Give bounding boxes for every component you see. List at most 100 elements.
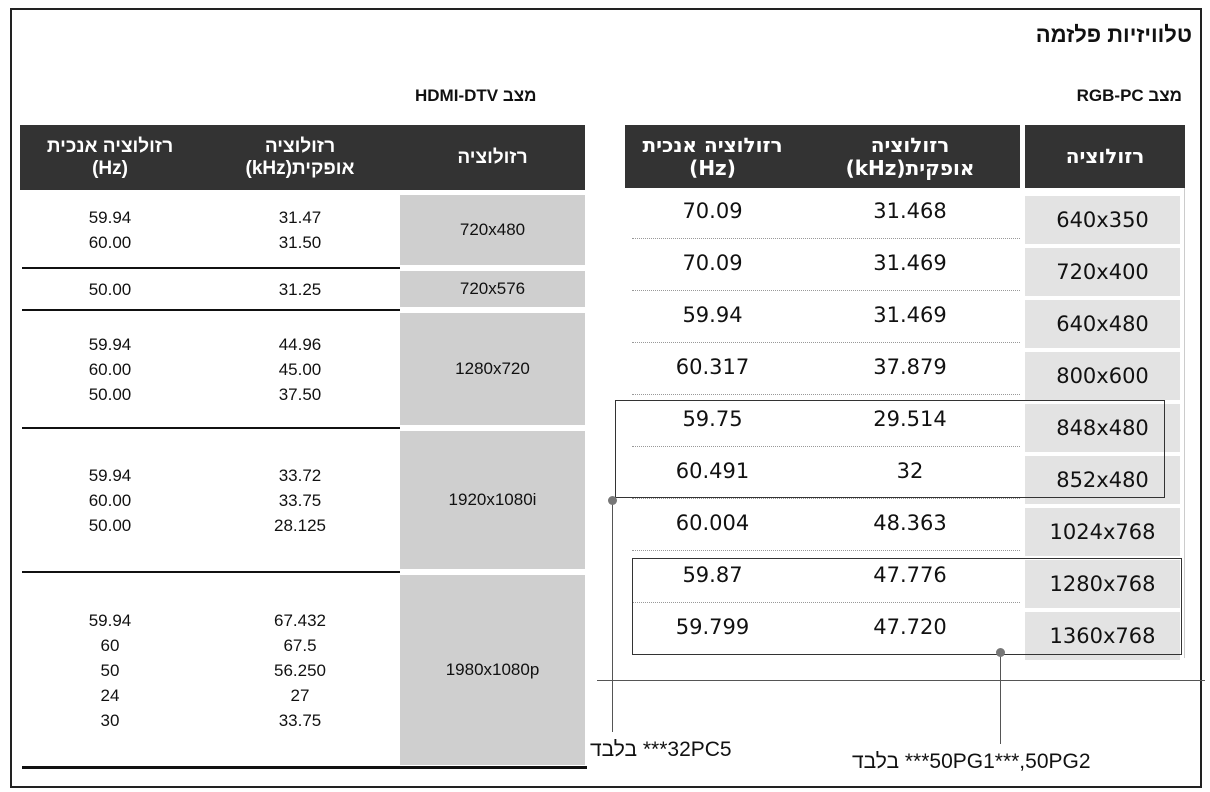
cell-text: רזולוציה xyxy=(264,135,336,157)
cell-text: 32 xyxy=(896,459,924,483)
cell-text: 60.00 xyxy=(88,233,132,252)
cell-text: 1280x720 xyxy=(455,359,530,378)
cell-text: 50.00 xyxy=(88,279,132,299)
cell-text: 45.00 xyxy=(278,359,322,379)
row-divider xyxy=(632,602,1020,603)
horizontal-cell: 33.72 33.75 28.125 xyxy=(200,428,400,572)
row-divider xyxy=(632,550,1020,551)
cell-text: 56.250 xyxy=(274,660,326,680)
horizontal-cell: 29.514 xyxy=(800,398,1020,440)
cell-text: 720x480 xyxy=(459,220,526,239)
resolution-cell: 640x350 xyxy=(1025,196,1180,244)
header-cell: רזולוציה xyxy=(1025,125,1185,188)
cell-text: 47.720 xyxy=(873,615,947,639)
resolution-cell: 720x480 xyxy=(400,195,585,265)
vertical-cell: 70.09 xyxy=(625,242,800,284)
header-cell: רזולוציה אנכית (Hz) xyxy=(625,125,800,188)
cell-text: 59.94 xyxy=(682,303,743,327)
horizontal-cell: 37.879 xyxy=(800,346,1020,388)
cell-text: 31.25 xyxy=(278,279,322,299)
cell-text: 29.514 xyxy=(873,407,947,431)
vertical-cell: 60.491 xyxy=(625,450,800,492)
cell-text: 33.75 xyxy=(278,490,322,510)
vertical-cell: 59.94 xyxy=(625,294,800,336)
cell-text: 852x480 xyxy=(1056,468,1149,492)
resolution-cell: 1024x768 xyxy=(1025,508,1180,556)
cell-text: 1920x1080i xyxy=(448,490,537,509)
row-divider xyxy=(632,290,1020,291)
connector xyxy=(1000,652,1001,744)
cell-text: 59.94 xyxy=(88,465,132,485)
horizontal-cell: 48.363 xyxy=(800,502,1020,544)
cell-text: 59.75 xyxy=(682,407,743,431)
cell-text: 59.87 xyxy=(682,563,743,587)
cell-text: 31.469 xyxy=(873,303,947,327)
horizontal-cell: 47.776 xyxy=(800,554,1020,596)
vertical-cell: 59.94 60.00 50.00 xyxy=(20,428,200,572)
cell-text: 70.09 xyxy=(682,251,743,275)
group-box xyxy=(632,558,1182,655)
cell-text: 31.469 xyxy=(873,251,947,275)
cell-text: 50.00 xyxy=(88,515,132,535)
frame xyxy=(10,8,1202,788)
rgb-caption: מצב RGB-PC xyxy=(1076,86,1182,105)
dot xyxy=(996,648,1005,657)
cell-text: 720x400 xyxy=(1056,260,1149,284)
header-cell: רזולוציה אופקית(kHz) xyxy=(200,125,400,190)
cell-text: 59.94 xyxy=(88,610,132,630)
row-divider xyxy=(632,394,1020,395)
cell-text: 67.432 xyxy=(274,610,326,630)
vertical-cell: 59.87 xyxy=(625,554,800,596)
cell-text: (Hz) xyxy=(92,157,128,179)
horizontal-cell: 47.720 xyxy=(800,606,1020,648)
right-edge xyxy=(1184,188,1185,658)
cell-text: 59.94 xyxy=(88,208,132,227)
cell-text: 31.50 xyxy=(278,233,322,252)
cell-text: 1024x768 xyxy=(1049,520,1156,544)
separator xyxy=(22,309,400,311)
cell-text: 28.125 xyxy=(274,515,326,535)
cell-text: 59.94 xyxy=(88,334,132,354)
cell-text: רזולוציה xyxy=(1065,144,1145,168)
cell-text: 60 xyxy=(100,635,120,655)
note: 50PG1***,50PG2*** בלבד xyxy=(852,750,1091,773)
cell-text: אופקית(kHz) xyxy=(845,155,975,180)
cell-text: 31.47 xyxy=(278,208,322,227)
connector xyxy=(612,500,613,732)
cell-text: 640x350 xyxy=(1056,208,1149,232)
resolution-cell: 720x576 xyxy=(400,271,585,307)
cell-text: 1360x768 xyxy=(1049,624,1156,648)
cell-text: 67.5 xyxy=(283,635,317,655)
resolution-cell: 848x480 xyxy=(1025,404,1180,452)
cell-text: 31.468 xyxy=(873,199,947,223)
separator xyxy=(22,267,400,269)
dot xyxy=(608,496,617,505)
cell-text: 27 xyxy=(290,685,310,705)
cell-text: (Hz) xyxy=(689,155,736,180)
cell-text: 48.363 xyxy=(873,511,947,535)
vertical-cell: 59.75 xyxy=(625,398,800,440)
resolution-cell: 720x400 xyxy=(1025,248,1180,296)
separator xyxy=(22,427,400,429)
horizontal-cell: 31.47 31.50 xyxy=(200,192,400,268)
vertical-cell: 50.00 xyxy=(20,268,200,310)
horizontal-cell: 31.468 xyxy=(800,190,1020,232)
vertical-cell: 60.004 xyxy=(625,502,800,544)
cell-text: 60.004 xyxy=(675,511,750,535)
header-cell: רזולוציה אופקית(kHz) xyxy=(800,125,1020,188)
hdmi-caption: מצב HDMI-DTV xyxy=(415,86,537,105)
horizontal-cell: 44.96 45.00 37.50 xyxy=(200,310,400,428)
cell-text: רזולוציה אנכית xyxy=(642,132,783,157)
vertical-cell: 59.94 60.00 xyxy=(20,192,200,268)
cell-text: 60.317 xyxy=(675,355,750,379)
horizontal-cell: 31.469 xyxy=(800,294,1020,336)
cell-text: 30 xyxy=(100,710,120,730)
cell-text: 50 xyxy=(100,660,120,680)
horizontal-cell: 31.469 xyxy=(800,242,1020,284)
cell-text: 37.50 xyxy=(278,384,322,404)
resolution-cell: 852x480 xyxy=(1025,456,1180,504)
rule xyxy=(597,680,1205,681)
cell-text: 59.799 xyxy=(675,615,750,639)
resolution-cell: 1280x768 xyxy=(1025,560,1180,608)
